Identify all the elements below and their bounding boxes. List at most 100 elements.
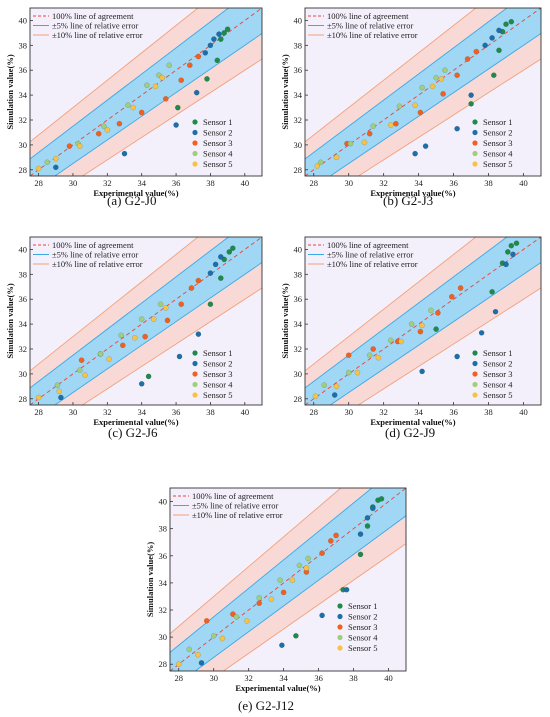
y-tick-label: 38 <box>159 524 168 534</box>
x-tick-label: 38 <box>484 178 493 188</box>
data-point-sensor-4 <box>101 123 107 129</box>
data-point-sensor-5 <box>53 155 59 162</box>
x-tick-label: 34 <box>137 407 146 417</box>
y-tick-label: 30 <box>19 140 28 150</box>
line-100-percent <box>30 237 262 405</box>
data-point-sensor-4 <box>144 82 150 88</box>
x-tick-label: 38 <box>484 407 493 417</box>
y-axis-label: Simulation value(%) <box>5 283 15 358</box>
chart-panel-g2-j6: 28 30 32 34 36 38 40 28 30 32 34 36 38 40 Experimental… <box>0 225 275 450</box>
legend-line-label: ±5% line of relative error <box>327 250 413 260</box>
line-plus-5-percent <box>170 488 373 653</box>
data-point-sensor-4 <box>345 369 352 376</box>
data-point-sensor-2 <box>478 330 485 336</box>
data-point-sensor-4 <box>317 159 324 166</box>
scatter-chart-g2-j3: 28 30 32 34 36 38 40 28 30 32 34 36 38 40 Experimental… <box>280 7 542 198</box>
legend-line-label: ±10% line of relative error <box>52 30 143 40</box>
plot-frame <box>29 7 263 177</box>
legend-sensor-label: Sensor 4 <box>483 380 513 390</box>
data-point-sensor-2 <box>198 660 205 666</box>
data-point-sensor-4 <box>366 352 373 358</box>
x-tick-label: 28 <box>34 178 43 188</box>
data-point-sensor-3 <box>195 277 202 284</box>
data-point-sensor-5 <box>438 76 445 82</box>
data-point-sensor-4 <box>138 316 145 322</box>
data-point-sensor-3 <box>454 72 460 78</box>
data-point-sensor-3 <box>464 56 471 62</box>
data-point-sensor-5 <box>244 617 250 624</box>
data-point-sensor-2 <box>319 612 325 619</box>
y-tick-label: 32 <box>294 115 303 125</box>
data-point-sensor-2 <box>489 35 495 41</box>
scatter-chart-g2-j12: 28 30 32 34 36 38 40 28 30 32 34 36 38 40 Experimental… <box>145 487 407 693</box>
data-point-sensor-2 <box>216 31 222 37</box>
line-minus-10-percent <box>357 58 541 176</box>
data-point-sensor-5 <box>303 565 310 571</box>
data-point-sensor-2 <box>217 254 224 260</box>
data-point-sensor-2 <box>422 143 429 149</box>
x-tick-label: 36 <box>449 178 458 188</box>
x-tick-label: 30 <box>69 178 78 188</box>
y-tick-label: 34 <box>19 319 28 329</box>
data-point-sensor-3 <box>186 62 193 68</box>
data-point-sensor-2 <box>357 531 364 537</box>
line-100-percent <box>305 8 541 176</box>
legend-line-label: ±10% line of relative error <box>327 259 418 269</box>
y-tick-label: 40 <box>19 244 28 254</box>
line-plus-10-percent <box>305 237 477 372</box>
data-point-sensor-5 <box>375 354 382 361</box>
data-point-sensor-2 <box>207 42 214 49</box>
data-point-sensor-1 <box>513 240 520 247</box>
y-axis-label: Simulation value(%) <box>280 54 290 129</box>
y-tick-label: 30 <box>294 369 303 379</box>
line-minus-5-percent <box>329 33 541 176</box>
data-point-sensor-5 <box>162 305 169 311</box>
data-point-sensor-3 <box>230 611 236 617</box>
data-point-sensor-4 <box>210 632 217 639</box>
data-point-sensor-3 <box>66 143 73 149</box>
legend-sensor-marker <box>472 140 478 146</box>
x-tick-label: 32 <box>379 178 388 188</box>
x-tick-label: 30 <box>209 673 218 683</box>
x-tick-label: 32 <box>244 673 253 683</box>
data-point-sensor-5 <box>195 651 201 658</box>
y-tick-label: 28 <box>159 659 168 669</box>
caption-g2-j3: (b) G2-J3 <box>383 193 434 208</box>
legend-sensor-label: Sensor 3 <box>348 622 378 632</box>
line-plus-5-percent <box>30 8 230 160</box>
y-tick-label: 32 <box>159 605 168 615</box>
x-tick-label: 34 <box>137 178 146 188</box>
legend-line-label: ±5% line of relative error <box>192 501 278 511</box>
x-tick-label: 38 <box>349 673 358 683</box>
data-point-sensor-3 <box>95 130 102 137</box>
data-point-sensor-5 <box>106 356 112 362</box>
x-tick-label: 38 <box>206 178 215 188</box>
scatter-chart-g2-j0: 28 30 32 34 36 38 40 28 30 32 34 36 38 40 Experimental… <box>5 7 263 198</box>
data-point-sensor-1 <box>217 36 224 42</box>
y-tick-label: 40 <box>294 244 303 254</box>
data-point-sensor-4 <box>125 102 131 108</box>
legend-line-label: 100% line of agreement <box>52 240 134 250</box>
legend-sensor-marker <box>192 371 198 377</box>
data-point-sensor-4 <box>77 367 83 373</box>
data-point-sensor-4 <box>396 103 403 110</box>
line-minus-5-percent <box>329 262 541 405</box>
data-point-sensor-3 <box>138 109 145 116</box>
legend-line-label: ±5% line of relative error <box>327 21 413 31</box>
data-point-sensor-1 <box>503 21 509 28</box>
data-point-sensor-4 <box>256 595 262 601</box>
legend-sensor-marker <box>192 381 198 388</box>
data-point-sensor-5 <box>429 83 436 90</box>
data-point-sensor-1 <box>145 373 152 380</box>
data-point-sensor-4 <box>166 62 172 68</box>
y-tick-label: 34 <box>294 319 303 329</box>
data-point-sensor-5 <box>150 316 157 322</box>
y-axis-label: Simulation value(%) <box>145 542 155 617</box>
data-point-sensor-2 <box>121 150 128 157</box>
data-point-sensor-4 <box>54 382 61 388</box>
data-point-sensor-2 <box>510 251 516 258</box>
legend-sensor-label: Sensor 5 <box>348 643 378 653</box>
legend-line-label: ±10% line of relative error <box>327 30 418 40</box>
data-point-sensor-4 <box>186 646 193 653</box>
y-tick-label: 30 <box>19 369 28 379</box>
